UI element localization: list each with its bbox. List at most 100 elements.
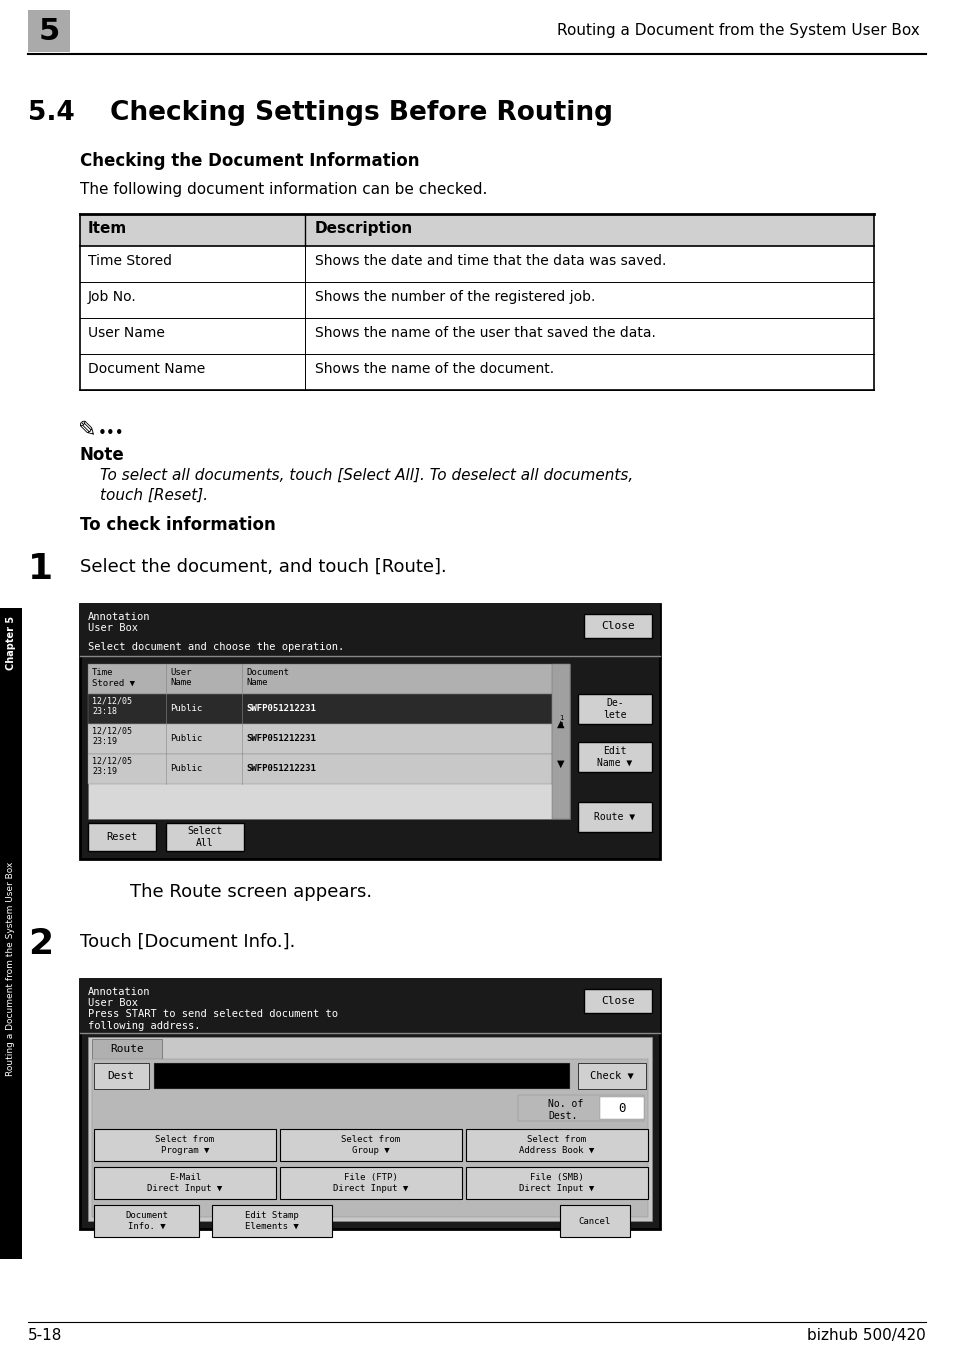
Text: File (FTP)
Direct Input ▼: File (FTP) Direct Input ▼ (333, 1174, 408, 1192)
Bar (0, 677, 22, 1259)
Text: Select the document, and touch [Route].: Select the document, and touch [Route]. (80, 558, 446, 576)
Text: 5.4: 5.4 (28, 100, 74, 126)
Bar (88, 664, 569, 819)
Bar (94, 1063, 149, 1088)
Text: Edit
Name ▼: Edit Name ▼ (597, 746, 632, 768)
Text: Routing a Document from the System User Box: Routing a Document from the System User … (7, 861, 15, 1076)
Text: Reset: Reset (107, 831, 137, 842)
Text: Dest: Dest (108, 1071, 134, 1082)
Text: Check ▼: Check ▼ (590, 1071, 633, 1082)
Text: 1: 1 (28, 552, 53, 585)
Text: 12/12/05
23:19: 12/12/05 23:19 (91, 727, 132, 746)
Text: Document
Name: Document Name (246, 668, 289, 687)
Bar (0, 608, 22, 677)
Text: Shows the number of the registered job.: Shows the number of the registered job. (314, 289, 595, 304)
Text: No. of
Dest.: No. of Dest. (547, 1099, 582, 1121)
Bar (578, 1063, 645, 1088)
Text: Select document and choose the operation.: Select document and choose the operation… (88, 642, 344, 652)
Text: bizhub 500/420: bizhub 500/420 (806, 1328, 925, 1343)
Text: SWFP051212231: SWFP051212231 (246, 734, 315, 744)
Bar (578, 694, 651, 725)
Text: ✎: ✎ (78, 420, 96, 439)
Bar (599, 1096, 643, 1119)
Text: Cancel: Cancel (578, 1217, 611, 1225)
Bar (583, 614, 651, 638)
Bar (80, 604, 659, 656)
Text: Description: Description (314, 220, 413, 237)
Text: Close: Close (600, 621, 634, 631)
Bar (552, 664, 569, 819)
Text: To check information: To check information (80, 516, 275, 534)
Text: 12/12/05
23:18: 12/12/05 23:18 (91, 698, 132, 717)
Text: The following document information can be checked.: The following document information can b… (80, 183, 487, 197)
Text: 12/12/05
23:19: 12/12/05 23:19 (91, 757, 132, 776)
Text: Checking Settings Before Routing: Checking Settings Before Routing (110, 100, 613, 126)
Bar (517, 1095, 643, 1121)
Bar (559, 1205, 629, 1237)
Bar (166, 823, 244, 850)
Text: User Box: User Box (88, 998, 138, 1009)
Bar (153, 1063, 569, 1088)
Bar (280, 1129, 461, 1161)
Text: Route: Route (110, 1044, 144, 1055)
Bar (583, 990, 651, 1013)
Text: Document
Info. ▼: Document Info. ▼ (125, 1211, 168, 1230)
Text: Time
Stored ▼: Time Stored ▼ (91, 668, 135, 687)
Text: Note: Note (80, 446, 125, 464)
Text: Routing a Document from the System User Box: Routing a Document from the System User … (557, 23, 919, 38)
Text: Shows the date and time that the data was saved.: Shows the date and time that the data wa… (314, 254, 666, 268)
Bar (80, 214, 873, 246)
Bar (465, 1167, 647, 1199)
Bar (88, 1037, 651, 1221)
Text: following address.: following address. (88, 1021, 200, 1032)
Text: SWFP051212231: SWFP051212231 (246, 764, 315, 773)
Text: User Box: User Box (88, 623, 138, 633)
Text: ▲: ▲ (557, 719, 564, 729)
Bar (94, 1167, 275, 1199)
Text: ▼: ▼ (557, 758, 564, 769)
Text: E-Mail
Direct Input ▼: E-Mail Direct Input ▼ (147, 1174, 222, 1192)
Bar (578, 742, 651, 772)
Text: Annotation: Annotation (88, 612, 151, 622)
Text: Select from
Address Book ▼: Select from Address Book ▼ (518, 1136, 594, 1155)
Bar (80, 604, 659, 859)
Bar (91, 1059, 647, 1217)
Text: Shows the name of the document.: Shows the name of the document. (314, 362, 554, 376)
Bar (88, 823, 156, 850)
Text: SWFP051212231: SWFP051212231 (246, 704, 315, 713)
Text: Job No.: Job No. (88, 289, 136, 304)
Text: File (SMB)
Direct Input ▼: File (SMB) Direct Input ▼ (518, 1174, 594, 1192)
Text: Public: Public (170, 704, 202, 713)
Bar (80, 979, 659, 1033)
Text: Annotation: Annotation (88, 987, 151, 996)
Text: Shows the name of the user that saved the data.: Shows the name of the user that saved th… (314, 326, 656, 339)
Bar (94, 1205, 199, 1237)
Text: 0: 0 (618, 1102, 625, 1114)
Bar (280, 1167, 461, 1199)
Text: De-
lete: De- lete (602, 698, 626, 719)
Text: To select all documents, touch [Select All]. To deselect all documents,: To select all documents, touch [Select A… (100, 468, 633, 483)
Text: User Name: User Name (88, 326, 165, 339)
Text: Select from
Group ▼: Select from Group ▼ (341, 1136, 400, 1155)
Bar (94, 1129, 275, 1161)
Text: Document Name: Document Name (88, 362, 205, 376)
Text: 5-18: 5-18 (28, 1328, 62, 1343)
Text: User
Name: User Name (170, 668, 192, 687)
Text: Touch [Document Info.].: Touch [Document Info.]. (80, 933, 295, 950)
Text: Select from
Program ▼: Select from Program ▼ (155, 1136, 214, 1155)
Text: 1
1: 1 1 (558, 715, 562, 727)
Text: Checking the Document Information: Checking the Document Information (80, 151, 419, 170)
Text: The Route screen appears.: The Route screen appears. (130, 883, 372, 900)
Text: 5: 5 (38, 16, 59, 46)
Bar (88, 725, 552, 754)
Text: •••: ••• (98, 426, 125, 441)
Text: Time Stored: Time Stored (88, 254, 172, 268)
Bar (88, 694, 552, 725)
Bar (578, 802, 651, 831)
Bar (212, 1205, 332, 1237)
Text: Route ▼: Route ▼ (594, 813, 635, 822)
Text: Item: Item (88, 220, 127, 237)
Bar (91, 1038, 162, 1059)
Bar (88, 754, 552, 784)
Text: Chapter 5: Chapter 5 (6, 617, 16, 671)
